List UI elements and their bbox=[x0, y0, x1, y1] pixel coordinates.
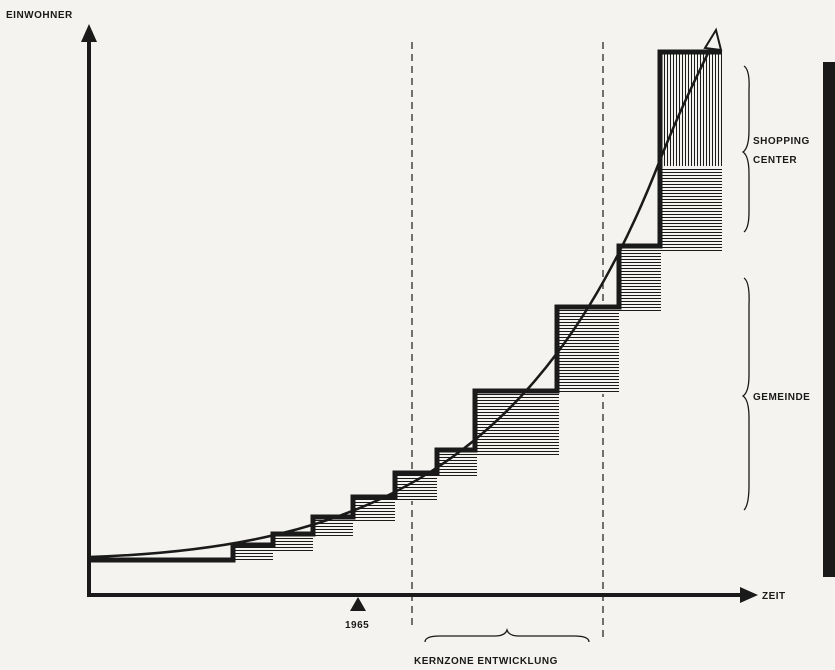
shopping-center-label-line2: CENTER bbox=[753, 155, 797, 166]
shopping-center-brace bbox=[741, 65, 750, 233]
kernzone-brace bbox=[424, 627, 590, 643]
step-outline bbox=[89, 49, 722, 563]
year-marker-label: 1965 bbox=[345, 620, 369, 631]
x-axis-arrow-icon bbox=[740, 587, 758, 603]
y-axis bbox=[81, 24, 97, 595]
x-axis bbox=[87, 587, 758, 603]
y-axis-label: EINWOHNER bbox=[6, 10, 73, 21]
kernzone-label: KERNZONE ENTWICKLUNG bbox=[414, 656, 558, 667]
curve-arrow-icon bbox=[703, 27, 723, 52]
growth-curve bbox=[88, 44, 714, 559]
side-bar bbox=[823, 62, 835, 577]
gemeinde-brace bbox=[741, 277, 750, 511]
y-axis-arrow-icon bbox=[81, 24, 97, 42]
hatched-steps bbox=[233, 52, 722, 562]
gemeinde-label: GEMEINDE bbox=[753, 392, 810, 403]
x-axis-label: ZEIT bbox=[762, 591, 786, 602]
year-marker-triangle-icon bbox=[350, 597, 366, 611]
shopping-center-label-line1: SHOPPING bbox=[753, 136, 810, 147]
